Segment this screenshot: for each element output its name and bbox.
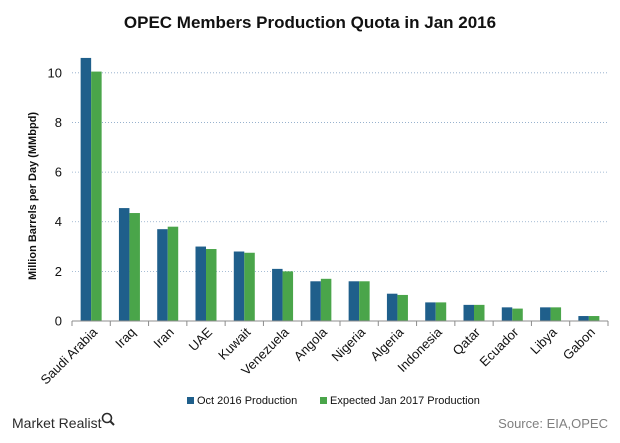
bar-jan-2017-nigeria <box>359 281 370 321</box>
bar-oct-2016-libya <box>540 307 551 321</box>
legend-label-oct-2016: Oct 2016 Production <box>197 395 297 407</box>
grid-lines <box>72 72 608 272</box>
y-tick-label: 2 <box>55 264 62 279</box>
bar-jan-2017-kuwait <box>244 252 255 321</box>
bar-oct-2016-gabon <box>578 316 589 321</box>
bar-oct-2016-qatar <box>463 304 474 321</box>
x-axis-tick-marks <box>71 321 609 326</box>
x-category-label: Qatar <box>450 324 484 358</box>
bar-jan-2017-saudi-arabia <box>91 71 102 321</box>
brand-logo-text: Market Realist <box>12 415 102 431</box>
bar-jan-2017-libya <box>550 307 562 321</box>
bar-oct-2016-iraq <box>118 208 130 321</box>
legend-swatch-oct-2016 <box>187 397 194 404</box>
bar-jan-2017-angola <box>320 278 332 321</box>
x-category-label: Nigeria <box>329 324 369 364</box>
bar-jan-2017-iran <box>167 226 179 321</box>
chart-title: OPEC Members Production Quota in Jan 201… <box>124 13 496 32</box>
x-category-label: Libya <box>527 324 560 357</box>
bar-jan-2017-indonesia <box>435 302 447 321</box>
bar-oct-2016-venezuela <box>272 268 283 321</box>
x-category-label: Angola <box>291 324 331 364</box>
x-category-label: Saudi Arabia <box>38 324 101 387</box>
y-axis-ticks: 0 2 4 6 8 10 <box>48 65 62 328</box>
x-category-label: Ecuador <box>477 324 522 369</box>
bar-jan-2017-algeria <box>397 294 408 321</box>
legend: Oct 2016 Production Expected Jan 2017 Pr… <box>187 395 480 407</box>
bar-oct-2016-iran <box>157 229 168 321</box>
y-tick-label: 8 <box>55 115 62 130</box>
brand-logo-icon <box>101 412 115 426</box>
bars <box>80 57 600 322</box>
legend-label-jan-2017: Expected Jan 2017 Production <box>330 395 480 407</box>
bar-oct-2016-saudi-arabia <box>80 57 92 322</box>
bar-oct-2016-indonesia <box>425 302 436 321</box>
y-tick-label: 0 <box>55 314 62 329</box>
bar-oct-2016-kuwait <box>233 251 245 321</box>
legend-swatch-jan-2017 <box>320 397 327 404</box>
x-category-label: Gabon <box>560 325 598 363</box>
bar-jan-2017-venezuela <box>282 271 294 321</box>
bar-jan-2017-ecuador <box>512 308 523 321</box>
bar-oct-2016-angola <box>310 281 321 321</box>
bar-jan-2017-uae <box>206 249 217 321</box>
bar-jan-2017-qatar <box>474 304 485 321</box>
bar-oct-2016-uae <box>195 246 206 321</box>
bar-jan-2017-iraq <box>129 213 140 321</box>
x-category-label: UAE <box>186 324 216 354</box>
y-tick-label: 10 <box>48 65 62 80</box>
x-category-label: Iraq <box>112 325 138 351</box>
x-category-label: Iran <box>150 325 176 351</box>
bar-jan-2017-gabon <box>588 316 600 321</box>
y-tick-label: 6 <box>55 165 62 180</box>
y-axis-label: Million Barrels per Day (MMbpd) <box>27 112 39 280</box>
source-note: Source: EIA,OPEC <box>498 416 608 431</box>
bar-oct-2016-ecuador <box>501 307 513 321</box>
y-tick-label: 4 <box>55 214 62 229</box>
bar-oct-2016-nigeria <box>348 281 360 321</box>
bar-oct-2016-algeria <box>386 293 398 321</box>
